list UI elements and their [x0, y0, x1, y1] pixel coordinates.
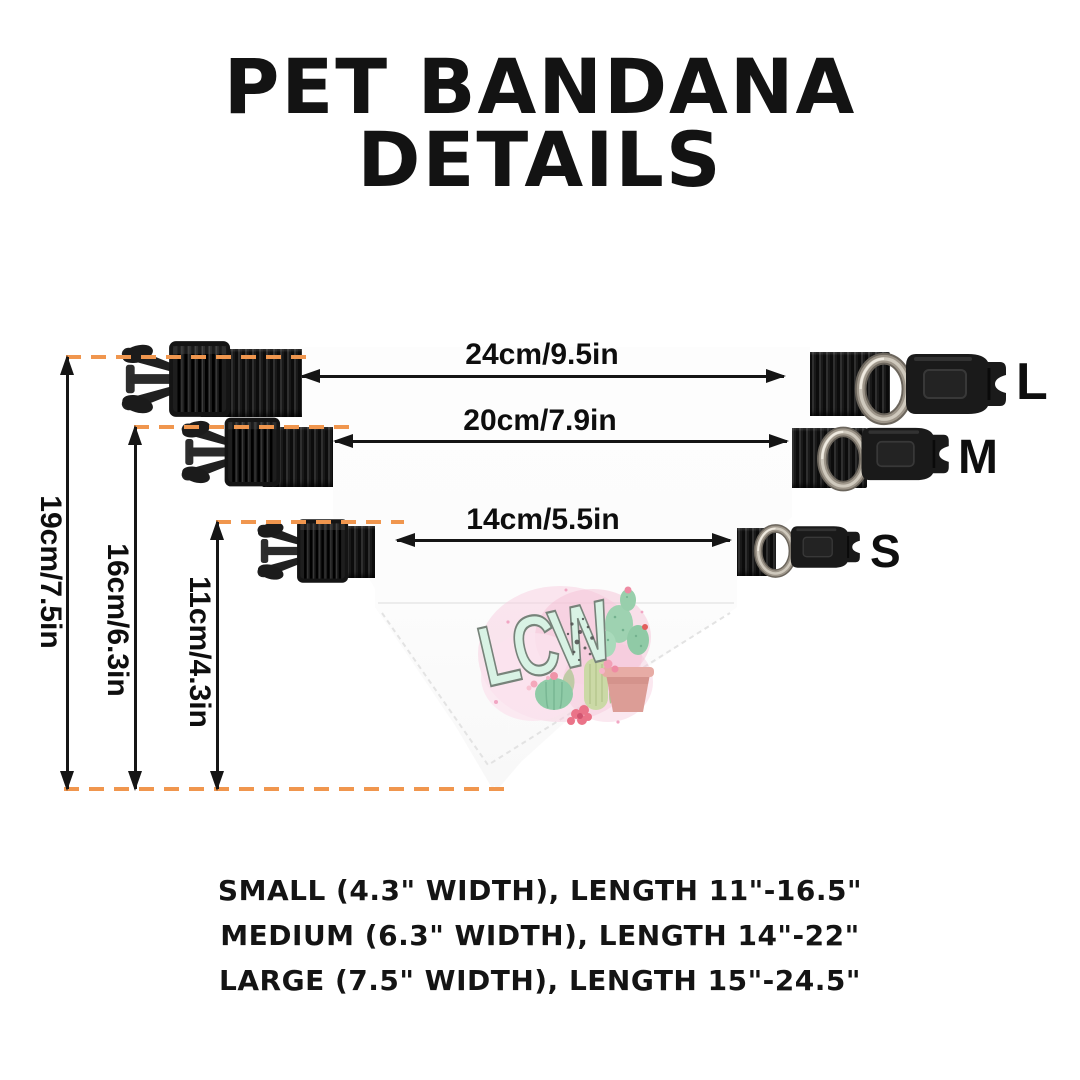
- width-arrow-medium: [333, 434, 789, 448]
- dash-guide-bottom: [64, 787, 504, 791]
- female-buckle-icon-small: [789, 524, 862, 570]
- dash-guide-medium-top: [134, 425, 352, 429]
- male-buckle-icon-large: [118, 339, 232, 419]
- flower-icon: [526, 680, 592, 725]
- page-title: PET BANDANA DETAILS: [0, 42, 1080, 204]
- female-buckle-icon-medium: [859, 426, 951, 482]
- width-label-small: 14cm/5.5in: [466, 503, 620, 536]
- width-label-large: 24cm/9.5in: [465, 338, 619, 371]
- title-line-2: DETAILS: [357, 115, 723, 204]
- width-arrow-small: [395, 533, 732, 547]
- cactus-cluster: [526, 586, 654, 725]
- male-buckle-icon-small: [254, 518, 350, 584]
- flower-pot-icon: [599, 659, 654, 712]
- size-notes: SMALL (4.3" WIDTH), LENGTH 11"-16.5" MED…: [0, 868, 1080, 1003]
- width-label-medium: 20cm/7.9in: [463, 404, 617, 437]
- size-letter-small: S: [870, 525, 901, 577]
- height-label-medium: 16cm/6.3in: [101, 543, 134, 697]
- dash-guide-large-top: [66, 355, 312, 359]
- size-note-medium: MEDIUM (6.3" WIDTH), LENGTH 14"-22": [220, 919, 860, 952]
- height-label-large: 19cm/7.5in: [34, 495, 67, 649]
- height-arrow-small: [210, 520, 224, 791]
- height-label-small: 11cm/4.3in: [183, 576, 216, 728]
- title-line-1: PET BANDANA: [223, 42, 857, 131]
- female-buckle-icon-large: [904, 352, 1008, 416]
- size-letter-medium: M: [958, 431, 998, 484]
- dash-guide-small-top: [216, 520, 404, 524]
- size-note-large: LARGE (7.5" WIDTH), LENGTH 15"-24.5": [219, 964, 861, 997]
- height-arrow-large: [60, 355, 74, 791]
- bandana-logo: LCW: [469, 580, 654, 725]
- height-arrow-medium: [128, 425, 142, 791]
- logo-speckles: [566, 617, 594, 662]
- size-note-small: SMALL (4.3" WIDTH), LENGTH 11"-16.5": [217, 874, 863, 907]
- cactus-prickly-pear-icon: [596, 586, 649, 657]
- width-arrow-large: [300, 369, 786, 383]
- size-letter-large: L: [1016, 353, 1048, 411]
- cactus-barrel-icon: [535, 672, 573, 710]
